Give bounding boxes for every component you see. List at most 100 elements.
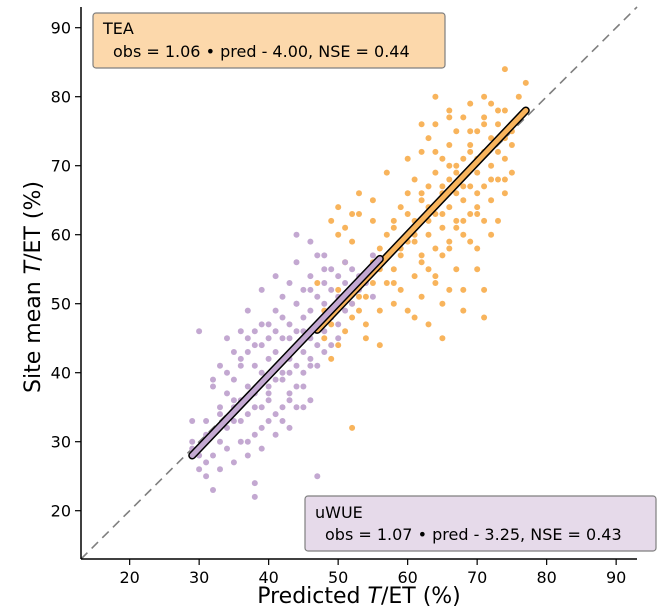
data-point-uwue xyxy=(189,438,196,445)
data-point-tea xyxy=(404,211,411,217)
data-point-tea xyxy=(335,342,342,349)
data-point-uwue xyxy=(230,397,237,404)
data-point-uwue xyxy=(272,431,279,438)
data-point-uwue xyxy=(265,383,272,390)
data-point-tea xyxy=(349,314,356,321)
data-point-tea xyxy=(515,93,522,100)
data-point-uwue xyxy=(230,376,237,383)
data-point-uwue xyxy=(286,390,293,397)
data-point-tea xyxy=(481,286,488,293)
data-point-tea xyxy=(439,183,446,190)
data-point-uwue xyxy=(237,328,244,335)
data-point-tea xyxy=(439,335,446,342)
data-point-uwue xyxy=(251,328,258,335)
data-point-tea xyxy=(439,155,446,162)
data-point-tea xyxy=(411,238,418,245)
data-point-uwue xyxy=(293,404,300,411)
data-point-tea xyxy=(335,286,342,293)
data-point-uwue xyxy=(321,252,328,259)
data-point-tea xyxy=(501,107,508,114)
y-tick-label: 20 xyxy=(51,502,71,521)
data-point-tea xyxy=(418,197,425,204)
data-point-uwue xyxy=(196,328,203,335)
y-tick-label: 40 xyxy=(51,364,71,383)
data-point-uwue xyxy=(224,424,230,431)
data-point-tea xyxy=(446,162,453,169)
data-point-tea xyxy=(432,169,439,176)
data-point-uwue xyxy=(342,307,349,314)
data-point-tea xyxy=(349,424,356,431)
data-point-tea xyxy=(335,204,342,211)
data-point-uwue xyxy=(265,390,272,397)
data-point-tea xyxy=(501,66,508,73)
data-point-tea xyxy=(369,217,376,224)
data-point-tea xyxy=(369,280,376,286)
data-point-tea xyxy=(439,211,446,217)
y-tick-label: 60 xyxy=(51,226,71,245)
data-point-tea xyxy=(495,148,501,155)
data-point-tea xyxy=(432,273,439,280)
data-point-tea xyxy=(453,128,460,135)
data-point-tea xyxy=(453,162,460,169)
data-point-tea xyxy=(425,321,432,328)
data-point-tea xyxy=(495,217,501,224)
data-point-uwue xyxy=(279,293,286,300)
data-point-uwue xyxy=(300,369,307,376)
scatter-points xyxy=(189,66,529,500)
data-point-uwue xyxy=(307,397,314,404)
data-point-tea xyxy=(356,211,362,217)
data-point-tea xyxy=(467,238,474,245)
data-point-uwue xyxy=(251,362,258,369)
data-point-uwue xyxy=(244,383,251,390)
data-point-uwue xyxy=(335,273,342,280)
data-point-tea xyxy=(328,355,335,362)
data-point-uwue xyxy=(342,280,349,286)
data-point-tea xyxy=(501,176,508,183)
data-point-tea xyxy=(488,197,495,204)
data-point-uwue xyxy=(217,404,223,411)
data-point-tea xyxy=(349,238,356,245)
data-point-tea xyxy=(328,217,335,224)
data-point-tea xyxy=(501,155,508,162)
x-tick-label: 20 xyxy=(119,568,139,587)
data-point-uwue xyxy=(307,286,314,293)
data-point-uwue xyxy=(272,411,279,418)
data-point-uwue xyxy=(307,238,314,245)
data-point-tea xyxy=(474,190,481,197)
data-point-uwue xyxy=(293,259,300,266)
fit-line-uwue xyxy=(189,256,383,458)
data-point-uwue xyxy=(328,342,335,349)
data-point-tea xyxy=(501,190,508,197)
data-point-tea xyxy=(453,224,460,231)
data-point-uwue xyxy=(300,404,307,411)
data-point-uwue xyxy=(224,445,230,452)
data-point-uwue xyxy=(210,452,216,459)
data-point-uwue xyxy=(279,418,286,424)
data-point-tea xyxy=(467,211,474,217)
data-point-tea xyxy=(474,245,481,252)
data-point-uwue xyxy=(293,383,300,390)
data-point-uwue xyxy=(328,266,335,273)
data-point-uwue xyxy=(272,307,279,314)
data-point-tea xyxy=(439,224,446,231)
data-point-tea xyxy=(349,211,356,217)
svg-text:Site mean T/ET (%): Site mean T/ET (%) xyxy=(21,181,46,393)
data-point-tea xyxy=(432,148,439,155)
data-point-tea xyxy=(418,190,425,197)
data-point-tea xyxy=(383,280,390,286)
data-point-uwue xyxy=(258,286,265,293)
y-tick-label: 30 xyxy=(51,433,71,452)
x-tick-label: 80 xyxy=(536,568,556,587)
data-point-uwue xyxy=(369,293,376,300)
data-point-uwue xyxy=(230,418,237,424)
data-point-tea xyxy=(418,259,425,266)
data-point-uwue xyxy=(244,349,251,355)
y-tick-label: 80 xyxy=(51,88,71,107)
data-point-uwue xyxy=(279,404,286,411)
data-point-tea xyxy=(481,183,488,190)
data-point-tea xyxy=(446,176,453,183)
data-point-tea xyxy=(425,183,432,190)
data-point-uwue xyxy=(265,355,272,362)
regression-fit-lines xyxy=(188,106,530,460)
data-point-uwue xyxy=(293,328,300,335)
